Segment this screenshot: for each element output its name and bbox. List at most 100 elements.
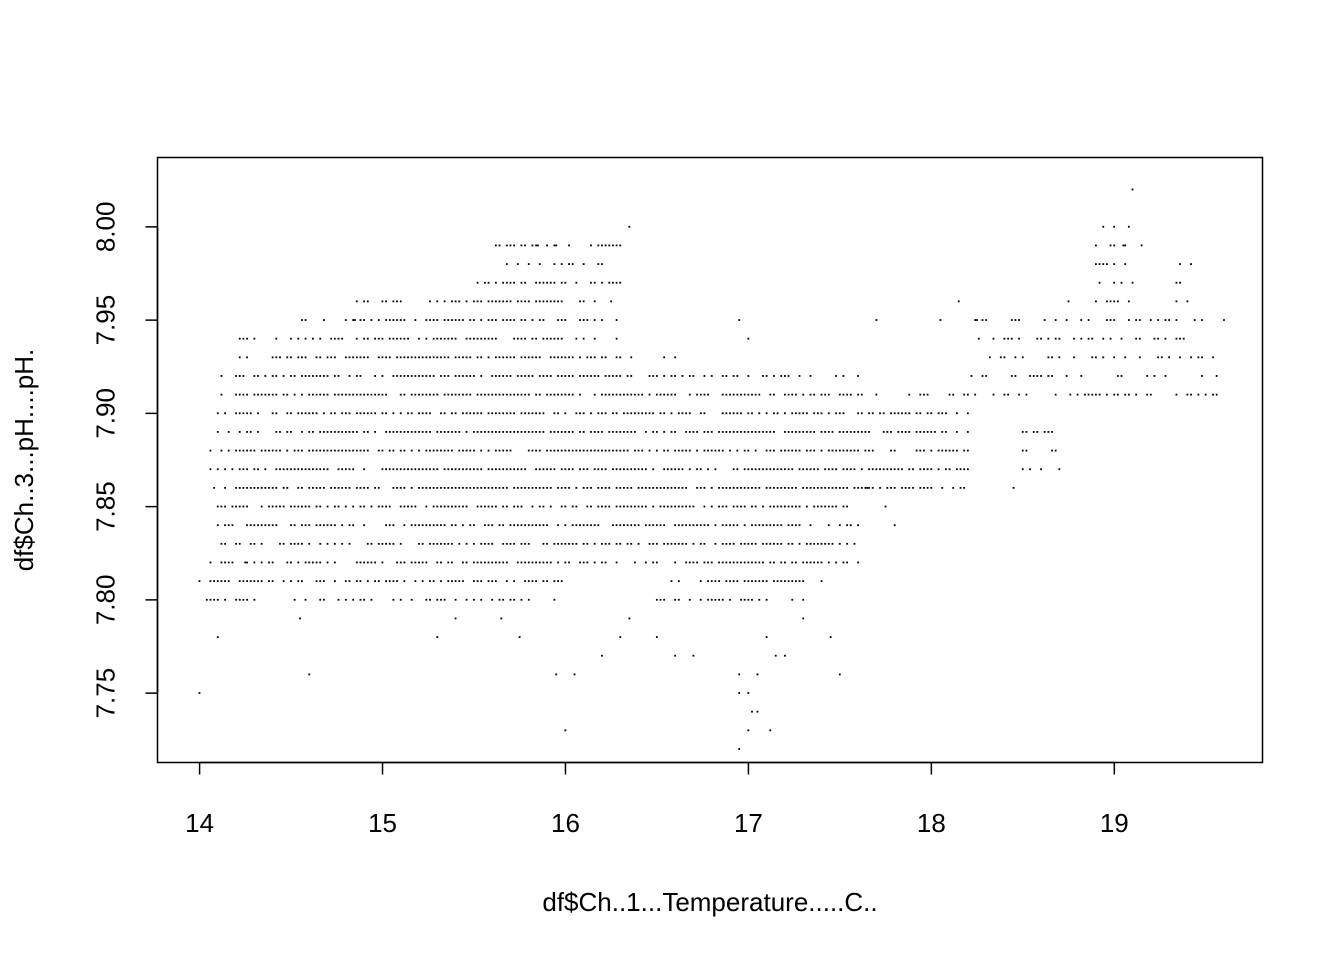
- data-point: [308, 412, 311, 415]
- data-point: [612, 524, 614, 527]
- data-point: [681, 449, 684, 452]
- data-point: [729, 486, 731, 489]
- data-point: [282, 542, 285, 545]
- data-point: [429, 580, 431, 583]
- data-point: [765, 486, 768, 489]
- data-point: [388, 337, 391, 340]
- data-point: [505, 300, 508, 303]
- data-point: [560, 449, 563, 452]
- data-point: [363, 561, 366, 564]
- data-point: [670, 393, 673, 396]
- data-point: [472, 449, 475, 452]
- data-point: [290, 468, 292, 471]
- data-point: [575, 542, 578, 545]
- data-point: [809, 431, 812, 433]
- data-point: [385, 319, 387, 321]
- data-point: [1179, 337, 1181, 340]
- data-point: [615, 505, 618, 508]
- data-point: [1091, 356, 1094, 359]
- data-point: [941, 431, 944, 433]
- data-point: [385, 542, 387, 545]
- data-point: [842, 393, 845, 396]
- data-point: [718, 449, 720, 452]
- data-point: [586, 319, 589, 321]
- data-point: [875, 393, 878, 396]
- data-point: [849, 431, 852, 433]
- data-point: [754, 468, 757, 471]
- data-point: [527, 356, 530, 359]
- data-point: [652, 486, 655, 489]
- data-point: [773, 375, 775, 377]
- data-point: [260, 542, 263, 545]
- data-point: [304, 375, 307, 377]
- data-point: [366, 542, 369, 545]
- data-point: [1105, 319, 1108, 321]
- data-point: [1124, 393, 1127, 396]
- data-point: [1179, 263, 1181, 265]
- data-point: [392, 524, 395, 527]
- data-point: [860, 486, 863, 489]
- data-point: [286, 486, 289, 489]
- data-point: [425, 319, 428, 321]
- data-point: [509, 244, 512, 247]
- data-point: [549, 281, 552, 284]
- data-point: [451, 300, 453, 303]
- data-point: [505, 263, 508, 265]
- data-point: [886, 486, 889, 489]
- data-point: [1102, 337, 1105, 340]
- data-point: [286, 356, 289, 359]
- data-point: [502, 542, 505, 545]
- data-point: [652, 375, 655, 377]
- data-point: [491, 468, 494, 471]
- data-point: [257, 431, 259, 433]
- data-point: [271, 486, 274, 489]
- data-point: [926, 393, 929, 396]
- data-point: [641, 393, 644, 396]
- data-point: [370, 505, 373, 508]
- data-point: [436, 356, 439, 359]
- data-point: [403, 486, 406, 489]
- data-point: [710, 449, 713, 452]
- data-point: [769, 431, 772, 433]
- data-point: [568, 393, 570, 396]
- data-point: [286, 449, 289, 452]
- data-point: [1003, 356, 1006, 359]
- data-point: [399, 375, 402, 377]
- data-point: [957, 300, 960, 303]
- data-point: [846, 468, 849, 471]
- data-point: [542, 468, 545, 471]
- data-point: [560, 580, 563, 583]
- data-point: [619, 468, 622, 471]
- data-point: [407, 505, 409, 508]
- data-point: [363, 468, 366, 471]
- data-point: [725, 412, 728, 415]
- data-point: [333, 505, 336, 508]
- data-point: [619, 244, 622, 247]
- data-point: [601, 412, 603, 415]
- data-point: [290, 431, 292, 433]
- data-point: [710, 505, 713, 508]
- data-point: [487, 486, 490, 489]
- data-point: [392, 431, 395, 433]
- data-point: [348, 468, 351, 471]
- data-point: [344, 598, 347, 601]
- data-point: [275, 337, 278, 340]
- data-point: [513, 412, 516, 415]
- data-point: [747, 486, 750, 489]
- data-point: [666, 542, 669, 545]
- data-point: [454, 393, 457, 396]
- data-point: [963, 468, 966, 471]
- data-point: [893, 412, 896, 415]
- data-point: [491, 393, 494, 396]
- data-point: [1179, 281, 1181, 284]
- data-point: [674, 468, 677, 471]
- data-point: [546, 449, 548, 452]
- data-point: [908, 431, 911, 433]
- data-point: [319, 505, 322, 508]
- data-point: [1051, 375, 1053, 377]
- data-point: [275, 486, 278, 489]
- data-point: [787, 486, 790, 489]
- data-point: [1051, 431, 1053, 433]
- data-point: [264, 524, 267, 527]
- data-point: [216, 580, 219, 583]
